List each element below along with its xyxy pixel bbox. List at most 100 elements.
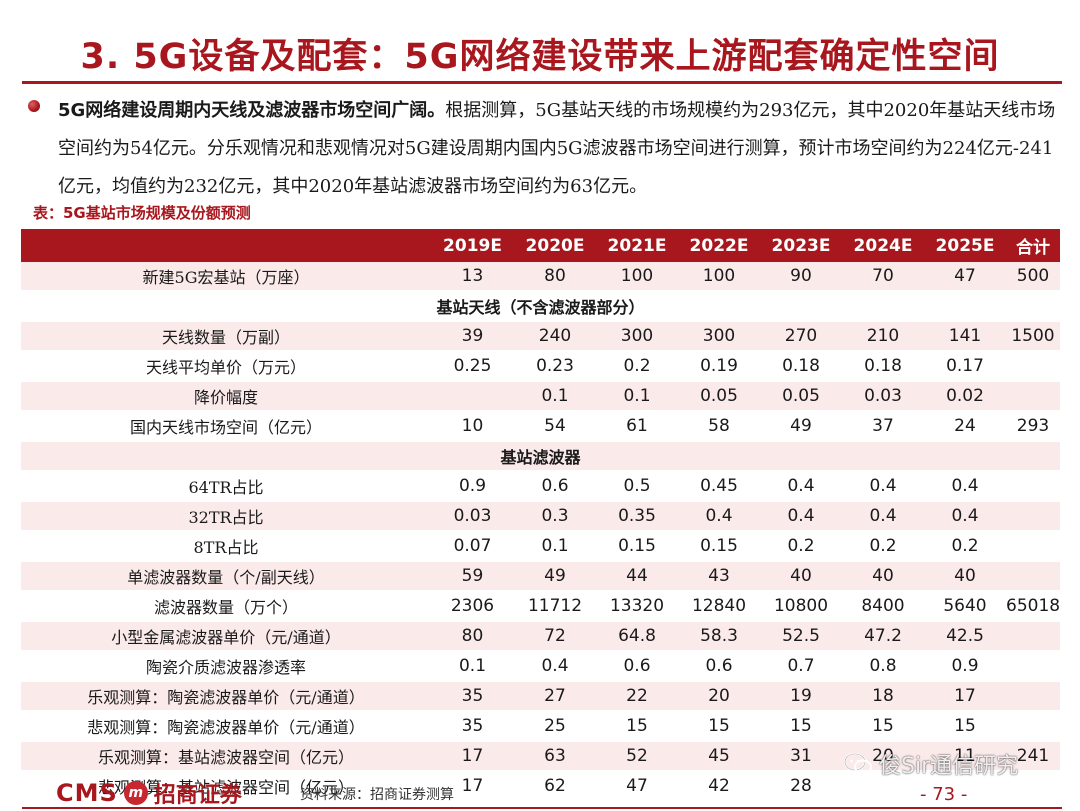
table-cell: 0.05 <box>760 381 842 412</box>
header-cell: 2025E <box>924 229 1006 262</box>
table-cell: 13320 <box>596 591 678 622</box>
bullet-icon <box>28 100 40 112</box>
table-cell: 0.19 <box>678 351 760 382</box>
table-row: 滤波器数量（万个） 2306 11712 13320 12840 10800 8400 564… <box>21 591 1060 622</box>
table-cell: 80 <box>431 621 514 652</box>
page-number: - 73 - <box>920 784 968 805</box>
table-cell <box>924 771 1006 802</box>
table-row: 64TR占比 0.9 0.6 0.5 0.45 0.4 0.4 0.4 <box>21 471 1060 502</box>
table-cell: 0.2 <box>924 531 1006 562</box>
header-cell: 2020E <box>514 229 596 262</box>
table-cell: 17 <box>431 771 514 802</box>
table-cell: 2306 <box>431 591 514 622</box>
table-cell: 28 <box>760 771 842 802</box>
table-cell: 293 <box>1006 411 1060 442</box>
table-cell: 58 <box>678 411 760 442</box>
table-cell: 0.6 <box>596 651 678 682</box>
table-cell: 0.7 <box>760 651 842 682</box>
table-cell: 35 <box>431 681 514 712</box>
table-cell: 0.4 <box>924 471 1006 502</box>
table-cell: 5640 <box>924 591 1006 622</box>
row-label: 乐观测算：陶瓷滤波器单价（元/通道） <box>21 681 431 712</box>
table-row: 国内天线市场空间（亿元） 10 54 61 58 49 37 24 293 <box>21 411 1060 442</box>
table-cell <box>431 381 514 412</box>
header-cell: 2024E <box>842 229 924 262</box>
table-cell: 22 <box>596 681 678 712</box>
table-cell <box>1006 471 1060 502</box>
table-cell: 0.15 <box>678 531 760 562</box>
watermark-text: 俊Sir通信研究 <box>879 754 1019 779</box>
table-cell: 52 <box>596 741 678 772</box>
table-cell: 15 <box>596 711 678 742</box>
table-cell: 0.1 <box>431 651 514 682</box>
table-cell: 47 <box>596 771 678 802</box>
table-cell <box>1006 381 1060 412</box>
footer-divider <box>22 807 1062 809</box>
table-header-row: 2019E 2020E 2021E 2022E 2023E 2024E 2025E 合计 <box>21 229 1060 262</box>
table-row: 小型金属滤波器单价（元/通道） 80 72 64.8 58.3 52.5 47.2 42.5 <box>21 621 1060 652</box>
table-row: 天线平均单价（万元） 0.25 0.23 0.2 0.19 0.18 0.18 0.17 <box>21 351 1060 382</box>
logo-seal-icon: m <box>123 781 148 805</box>
table-cell: 0.4 <box>678 501 760 532</box>
table-cell <box>1006 771 1060 802</box>
table-cell: 31 <box>760 741 842 772</box>
table-cell: 0.9 <box>924 651 1006 682</box>
table-cell: 10 <box>431 411 514 442</box>
table-cell: 45 <box>678 741 760 772</box>
table-caption: 表：5G基站市场规模及份额预测 <box>33 204 251 222</box>
header-cell: 2021E <box>596 229 678 262</box>
table-cell: 141 <box>924 321 1006 352</box>
section-row: 基站滤波器 <box>21 441 1060 472</box>
header-cell: 合计 <box>1006 229 1060 262</box>
table-cell: 25 <box>514 711 596 742</box>
table-cell: 0.4 <box>760 471 842 502</box>
logo-chinese-name: 招商证券 <box>153 783 242 808</box>
table-cell: 15 <box>842 711 924 742</box>
row-label: 64TR占比 <box>21 471 431 502</box>
summary-paragraph: 5G网络建设周期内天线及滤波器市场空间广阔。根据测算，5G基站天线的市场规模约为… <box>58 92 1058 206</box>
row-label: 新建5G宏基站（万座） <box>21 262 431 292</box>
table-cell: 0.07 <box>431 531 514 562</box>
row-label: 悲观测算：基站滤波器空间（亿元） <box>21 771 431 802</box>
table-cell: 0.6 <box>514 471 596 502</box>
table-cell: 0.02 <box>924 381 1006 412</box>
table-cell: 44 <box>596 561 678 592</box>
table-cell: 15 <box>678 711 760 742</box>
table-cell: 0.8 <box>842 651 924 682</box>
table-cell: 0.6 <box>678 651 760 682</box>
table-cell <box>1006 501 1060 532</box>
table-cell: 11712 <box>514 591 596 622</box>
table-cell: 8400 <box>842 591 924 622</box>
table-cell: 0.1 <box>514 381 596 412</box>
table-cell: 0.4 <box>514 651 596 682</box>
table-row: 单滤波器数量（个/副天线） 59 49 44 43 40 40 40 <box>21 561 1060 592</box>
table-cell: 300 <box>596 321 678 352</box>
table-cell: 10800 <box>760 591 842 622</box>
table-row: 降价幅度 0.1 0.1 0.05 0.05 0.03 0.02 <box>21 381 1060 412</box>
header-cell: 2022E <box>678 229 760 262</box>
table-cell: 0.4 <box>842 471 924 502</box>
table-cell: 0.25 <box>431 351 514 382</box>
table-row: 悲观测算：陶瓷滤波器单价（元/通道） 35 25 15 15 15 15 15 <box>21 711 1060 742</box>
table-cell: 61 <box>596 411 678 442</box>
table-cell: 18 <box>842 681 924 712</box>
summary-body: 根据测算，5G基站天线的市场规模约为293亿元，其中2020年基站天线市场空间约… <box>58 100 1056 197</box>
table-cell: 0.05 <box>678 381 760 412</box>
table-cell: 11 <box>924 741 1006 772</box>
table-cell <box>1006 621 1060 652</box>
table-cell: 12840 <box>678 591 760 622</box>
table-cell: 13 <box>431 262 514 292</box>
header-cell-label <box>21 229 431 262</box>
table-cell: 90 <box>760 262 842 292</box>
row-label: 单滤波器数量（个/副天线） <box>21 561 431 592</box>
table-row: 陶瓷介质滤波器渗透率 0.1 0.4 0.6 0.6 0.7 0.8 0.9 <box>21 651 1060 682</box>
table-cell: 270 <box>760 321 842 352</box>
table-cell: 59 <box>431 561 514 592</box>
table-cell: 0.5 <box>596 471 678 502</box>
table-cell: 0.1 <box>514 531 596 562</box>
title-divider <box>22 81 1062 84</box>
table-row: 乐观测算：陶瓷滤波器单价（元/通道） 35 27 22 20 19 18 17 <box>21 681 1060 712</box>
section-label: 基站滤波器 <box>21 441 1060 472</box>
table-cell: 0.18 <box>760 351 842 382</box>
table-cell: 64.8 <box>596 621 678 652</box>
